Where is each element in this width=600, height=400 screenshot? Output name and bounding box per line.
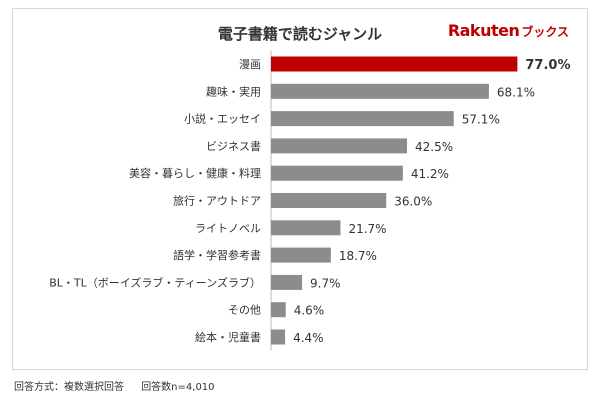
category-label: 語学・学習参考書 [173,248,261,262]
value-label: 4.6% [294,304,325,318]
bar [271,138,407,154]
bar [271,193,387,208]
value-label: 42.5% [415,140,453,154]
value-label: 9.7% [310,276,341,290]
logo-sub: ブックス [521,25,569,39]
chart-title: 電子書籍で読むジャンル [217,25,383,43]
category-label: ライトノベル [195,222,261,235]
bar [271,220,341,236]
category-label: 漫画 [239,57,261,71]
value-label: 41.2% [411,167,449,181]
value-label: 21.7% [348,222,386,236]
footnote: 回答方式：複数選択回答 回答数n=4,010 [14,378,229,393]
rakuten-books-logo: Rakuten ブックス [448,21,569,40]
category-label: その他 [228,304,261,317]
category-label: 絵本・児童書 [195,330,261,344]
bar [271,111,454,127]
category-label: 趣味・実用 [206,84,261,98]
bar [271,274,303,290]
category-label: BL・TL（ボーイズラブ・ティーンズラブ） [49,275,261,289]
category-label: ビジネス書 [206,139,261,153]
value-label: 77.0% [525,58,570,73]
value-label: 68.1% [497,85,535,99]
bar [271,165,403,181]
answer-method: 回答方式：複数選択回答 [14,382,124,393]
bar [271,56,518,72]
bar [271,83,489,99]
answer-count: 回答数n=4,010 [141,382,215,393]
value-label: 4.4% [293,331,324,345]
bar [271,302,286,318]
bar [271,329,286,345]
category-label: 旅行・アウトドア [173,194,261,208]
value-label: 57.1% [462,113,500,127]
category-label: 美容・暮らし・健康・料理 [129,166,261,180]
logo-brand: Rakuten [447,21,520,40]
bar [271,247,331,263]
category-label: 小説・エッセイ [184,112,261,126]
value-label: 36.0% [394,195,432,209]
value-label: 18.7% [339,249,377,263]
